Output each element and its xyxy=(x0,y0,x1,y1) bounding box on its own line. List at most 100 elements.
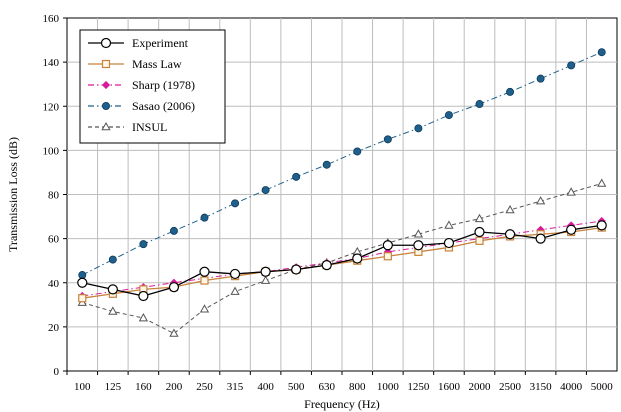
data-point xyxy=(78,294,87,303)
data-point xyxy=(504,229,516,240)
data-point xyxy=(108,255,117,264)
x-tick-labels: 100 125 160 200 250 315 400 500 630 800 1000 1250 16… xyxy=(66,371,614,393)
data-point xyxy=(77,277,88,288)
series-line xyxy=(82,224,602,297)
series-experiment xyxy=(77,220,607,302)
data-point xyxy=(108,306,118,315)
y-tick-label: 160 xyxy=(43,13,60,25)
series-line xyxy=(82,182,602,335)
data-point xyxy=(444,111,453,120)
data-point xyxy=(261,186,270,195)
series-sasao-2006 xyxy=(78,48,606,280)
legend-item: Mass Law xyxy=(88,57,182,71)
x-tick-label: 160 xyxy=(135,381,152,393)
x-tick-label: 2000 xyxy=(469,381,492,393)
data-point xyxy=(200,276,209,285)
data-point xyxy=(291,264,302,275)
data-point xyxy=(505,204,515,214)
data-point xyxy=(566,187,576,196)
data-point xyxy=(474,213,485,223)
data-point xyxy=(321,260,332,271)
data-point xyxy=(597,178,607,187)
data-point xyxy=(383,252,392,261)
data-point xyxy=(230,286,240,295)
data-point xyxy=(414,124,423,133)
data-point xyxy=(139,240,148,249)
data-point xyxy=(566,224,577,235)
x-axis-title: Frequency (Hz) xyxy=(304,397,380,411)
data-point xyxy=(231,199,240,208)
series-line xyxy=(82,51,602,276)
data-point xyxy=(353,147,362,156)
legend-label: INSUL xyxy=(132,120,167,134)
legend-label: Mass Law xyxy=(132,57,182,71)
data-point xyxy=(567,61,576,70)
x-tick-label: 1250 xyxy=(407,381,430,393)
data-point xyxy=(292,172,301,181)
y-tick-label: 100 xyxy=(43,145,60,157)
data-point xyxy=(199,266,210,277)
data-point xyxy=(535,233,546,244)
data-point xyxy=(199,304,210,313)
data-point xyxy=(229,268,241,280)
data-point xyxy=(475,236,484,245)
x-tick-label: 400 xyxy=(257,381,274,393)
x-tick-label: 125 xyxy=(105,381,122,393)
data-point xyxy=(322,160,331,169)
legend-swatch-marker xyxy=(102,102,111,111)
x-tick-label: 5000 xyxy=(591,381,614,393)
data-point xyxy=(138,313,149,322)
data-point xyxy=(597,48,606,57)
data-point xyxy=(475,100,484,109)
data-point xyxy=(413,229,424,238)
data-point xyxy=(383,135,392,144)
data-point xyxy=(382,240,393,251)
legend-label: Sasao (2006) xyxy=(132,99,195,113)
y-tick-label: 0 xyxy=(54,366,60,378)
legend-item: Sasao (2006) xyxy=(88,99,195,113)
data-point xyxy=(169,328,179,337)
legend: Experiment Mass Law Sharp (1978) Sasao (200… xyxy=(79,29,226,144)
series-line xyxy=(82,220,602,297)
x-tick-label: 800 xyxy=(349,381,366,393)
x-tick-label: 200 xyxy=(166,381,183,393)
legend-swatch-marker xyxy=(101,121,111,131)
legend-item: Sharp (1978) xyxy=(88,78,195,92)
y-tick-label: 80 xyxy=(48,190,60,202)
x-tick-label: 3150 xyxy=(530,381,553,393)
y-tick-label: 40 xyxy=(48,278,60,290)
data-point xyxy=(536,74,545,83)
x-tick-label: 4000 xyxy=(560,381,583,393)
y-tick-label: 120 xyxy=(43,101,60,113)
x-tick-label: 250 xyxy=(196,381,213,393)
data-point xyxy=(138,290,149,302)
data-point xyxy=(444,220,454,229)
data-point xyxy=(352,253,363,264)
data-point xyxy=(260,266,271,277)
data-point xyxy=(535,196,546,205)
legend-swatch-marker xyxy=(101,80,111,90)
y-tick-labels: 0 20 40 60 80 100 120 140 160 xyxy=(43,13,67,378)
data-point xyxy=(596,220,607,231)
data-point xyxy=(260,275,271,284)
legend-swatch-marker xyxy=(100,37,112,49)
data-point xyxy=(168,282,180,293)
y-tick-label: 20 xyxy=(48,322,60,334)
x-tick-label: 500 xyxy=(288,381,305,393)
series-layer xyxy=(77,48,607,337)
x-tick-label: 1000 xyxy=(377,381,400,393)
series-line xyxy=(82,226,602,299)
legend-label: Sharp (1978) xyxy=(132,78,195,92)
legend-swatch-marker xyxy=(101,59,111,69)
legend-item: Experiment xyxy=(88,36,189,50)
data-point xyxy=(413,240,424,251)
y-tick-label: 140 xyxy=(43,57,60,69)
y-tick-label: 60 xyxy=(48,234,60,246)
x-tick-label: 100 xyxy=(74,381,91,393)
y-axis-title: Transmission Loss (dB) xyxy=(6,137,20,252)
data-point xyxy=(506,87,515,96)
data-point xyxy=(474,226,485,238)
data-point xyxy=(443,237,455,249)
legend-label: Experiment xyxy=(132,36,189,50)
